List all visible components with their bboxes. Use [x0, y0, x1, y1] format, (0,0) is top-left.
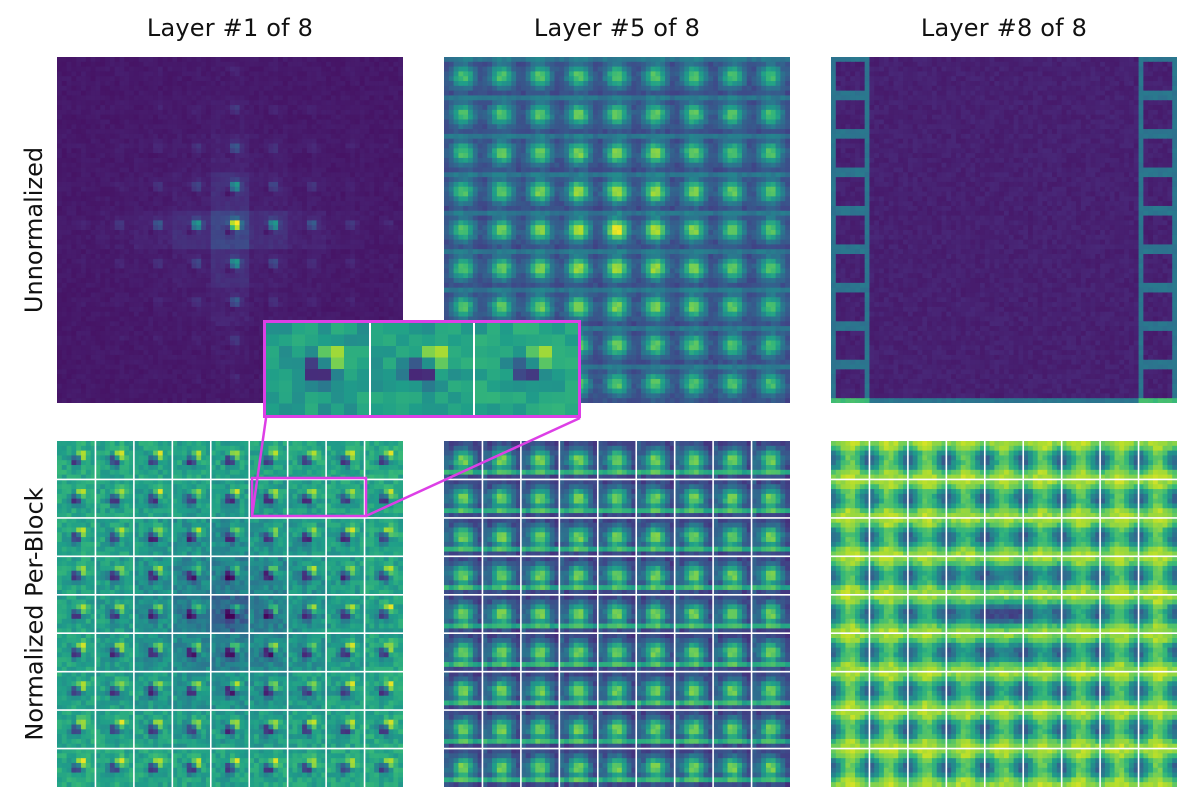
panel-layer8-unnormalized [831, 57, 1177, 403]
panel-layer1-normalized [57, 441, 403, 787]
column-title-layer-8: Layer #8 of 8 [831, 14, 1177, 42]
panel-layer8-normalized [831, 441, 1177, 787]
zoom-inset [263, 320, 581, 418]
row-label-normalized-per-block: Normalized Per-Block [20, 487, 48, 740]
column-title-layer-1: Layer #1 of 8 [57, 14, 403, 42]
panel-layer5-normalized [444, 441, 790, 787]
column-title-layer-5: Layer #5 of 8 [444, 14, 790, 42]
row-label-unnormalized: Unnormalized [20, 147, 48, 313]
